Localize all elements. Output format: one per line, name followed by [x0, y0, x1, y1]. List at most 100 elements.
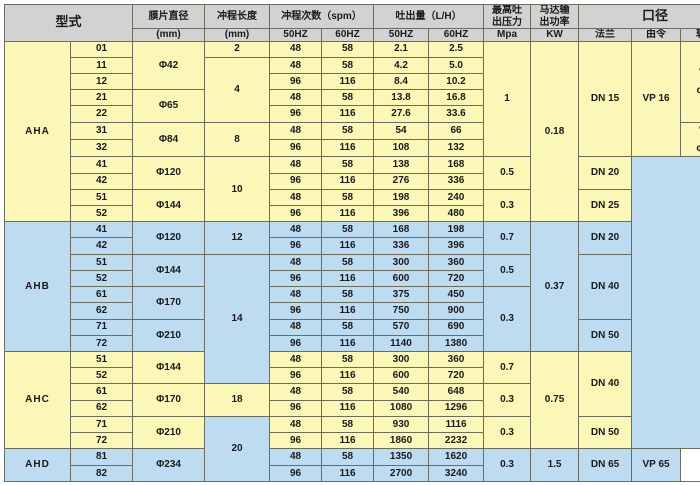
stroke-count-50hz: 48: [269, 383, 323, 401]
stroke-count-60hz: 116: [321, 105, 375, 123]
stroke-length-value: 20: [204, 415, 271, 483]
discharge-60hz: 168: [428, 156, 485, 174]
model-code: 42: [69, 172, 134, 190]
bore-flange-value: DN 40: [578, 350, 633, 417]
header-stroke-60hz: 60HZ: [321, 28, 375, 42]
discharge-60hz: 360: [428, 253, 485, 271]
model-code: 41: [69, 156, 134, 174]
stroke-count-50hz: 48: [269, 156, 323, 174]
model-code: 52: [69, 367, 134, 385]
model-code: 71: [69, 415, 134, 434]
discharge-60hz: 5.0: [428, 56, 485, 74]
stroke-count-60hz: 116: [321, 464, 375, 482]
max-pressure-value: 0.3: [483, 286, 532, 352]
table-row: 21 Φ65 48 58 13.8 16.8: [5, 89, 700, 123]
stroke-count-50hz: 96: [269, 72, 323, 91]
stroke-count-60hz: 116: [321, 302, 375, 320]
header-diaphragm-diameter: 膜片直径: [132, 4, 206, 29]
stroke-length-value: 10: [204, 156, 271, 223]
model-code: 32: [69, 138, 134, 158]
table-row: 61 Φ170 18 48 58 540 648 0.3: [5, 383, 700, 417]
stroke-count-50hz: 96: [269, 105, 323, 123]
group-label-AHD: AHD: [4, 448, 71, 482]
header-model: 型式: [3, 4, 134, 42]
stroke-count-60hz: 58: [321, 318, 375, 336]
model-code: 11: [69, 56, 134, 74]
discharge-50hz: 1350: [373, 448, 430, 466]
stroke-length-value: 4: [204, 56, 271, 123]
header-diaphragm-diameter-unit: (mm): [132, 28, 206, 42]
stroke-length-value: 14: [204, 253, 271, 385]
table-row: AHC 51 Φ144 48 58 300 360 0.7 0.75 DN 40: [4, 350, 700, 450]
diaphragm-diameter-value: Φ144: [132, 350, 206, 385]
diaphragm-diameter-value: Φ170: [132, 383, 206, 417]
discharge-60hz: 198: [428, 221, 485, 239]
discharge-60hz: 1620: [428, 448, 485, 466]
discharge-50hz: 276: [373, 172, 430, 190]
header-max-pressure-line2: 出压力: [492, 16, 523, 28]
diaphragm-diameter-value: Φ144: [132, 188, 206, 223]
stroke-count-50hz: 48: [269, 286, 323, 304]
discharge-60hz: 360: [428, 350, 485, 369]
model-code: 51: [69, 188, 134, 207]
stroke-count-60hz: 58: [321, 383, 375, 401]
stroke-count-60hz: 58: [321, 253, 375, 271]
bore-flange-value: DN 50: [578, 415, 633, 450]
diaphragm-diameter-value: Φ144: [132, 253, 206, 288]
discharge-60hz: 720: [428, 269, 485, 288]
discharge-60hz: 240: [428, 188, 485, 207]
discharge-60hz: 132: [428, 138, 485, 158]
motor-power-value: 1.5: [530, 448, 580, 482]
diaphragm-diameter-value: Φ120: [132, 156, 206, 190]
stroke-count-60hz: 58: [321, 350, 375, 369]
model-code: 81: [69, 448, 134, 466]
header-motor-power-line1: 马达输: [539, 5, 570, 17]
bore-flange-value: DN 65: [578, 448, 633, 482]
diaphragm-diameter-value: Φ65: [132, 89, 206, 123]
discharge-50hz: 375: [373, 286, 430, 304]
table-row: 62 96 116 1080 1296: [5, 399, 700, 417]
table-row: AHB 41 Φ120 12 48 58 168 198 0.7 0.37 DN 20: [4, 221, 700, 352]
table-row: 11 4 48 58 4.2 5.0: [5, 56, 700, 123]
header-motor-power-unit: KW: [530, 28, 580, 42]
discharge-60hz: 66: [428, 121, 485, 140]
stroke-count-50hz: 48: [269, 89, 323, 107]
model-code: 12: [69, 72, 134, 91]
stroke-count-50hz: 96: [269, 204, 323, 223]
bore-flange-value: DN 20: [578, 156, 633, 190]
stroke-count-60hz: 58: [321, 56, 375, 74]
stroke-count-50hz: 96: [269, 432, 323, 450]
table-header: 型式 膜片直径 冲程长度 冲程次数（spm） 吐出量（L/H） 最高吐 出压力 …: [3, 4, 700, 42]
table-row: 71 Φ210 48 58 570 690 DN 50: [5, 318, 700, 352]
diaphragm-diameter-value: Φ210: [132, 318, 206, 352]
header-bore-hose: 软管: [680, 28, 700, 42]
stroke-count-50hz: 48: [269, 40, 323, 58]
stroke-count-60hz: 116: [321, 237, 375, 255]
discharge-60hz: 33.6: [428, 105, 485, 123]
discharge-50hz: 540: [373, 383, 430, 401]
diaphragm-diameter-value: Φ234: [132, 448, 206, 482]
stroke-count-60hz: 58: [321, 40, 375, 58]
discharge-50hz: 54: [373, 121, 430, 140]
stroke-length-value: 2: [204, 40, 271, 58]
header-bore: 口径: [578, 4, 700, 29]
discharge-50hz: 13.8: [373, 89, 430, 107]
hose-outer-dia: Φ9: [682, 123, 700, 135]
stroke-count-60hz: 58: [321, 221, 375, 239]
discharge-60hz: 648: [428, 383, 485, 401]
bore-flange-value: DN 20: [578, 221, 633, 255]
table-row: 51 Φ144 48 58 198 240 0.3 DN 25: [5, 188, 700, 223]
table-row: 32 96 116 108 132: [5, 138, 700, 158]
discharge-60hz: 2.5: [428, 40, 485, 58]
diaphragm-diameter-value: Φ42: [132, 40, 206, 91]
stroke-count-50hz: 96: [269, 399, 323, 417]
header-discharge-50hz: 50HZ: [373, 28, 430, 42]
discharge-50hz: 4.2: [373, 56, 430, 74]
table-row: 41 Φ120 10 48 58 138 168 0.5 DN 20: [5, 156, 700, 450]
stroke-length-value: 8: [204, 121, 271, 158]
discharge-50hz: 396: [373, 204, 430, 223]
diaphragm-diameter-value: Φ210: [132, 415, 206, 450]
model-code: 71: [69, 318, 134, 336]
stroke-count-60hz: 116: [321, 72, 375, 91]
